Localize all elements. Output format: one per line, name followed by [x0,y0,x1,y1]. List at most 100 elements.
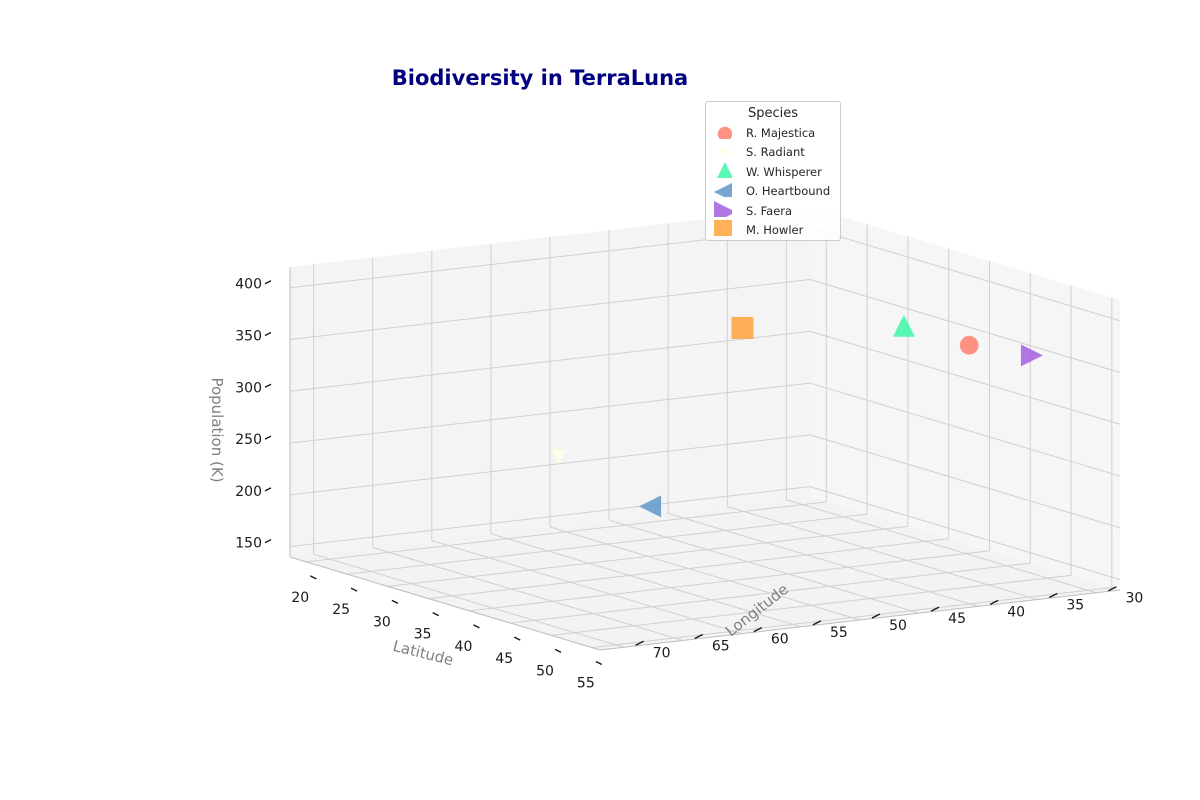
legend-marker-shape [720,148,730,159]
grid-line-z-back [809,330,1121,425]
y-tick [1108,586,1117,592]
y-tick [871,613,881,619]
legend-title: Species [747,106,799,121]
x-tick [595,660,603,666]
x-tick [391,599,399,604]
x-tick [350,587,358,592]
legend-marker-shape [714,200,732,217]
y-tick-label: 30 [1125,591,1143,607]
legend-marker-shape [717,161,732,178]
legend-label: S. Radiant [746,145,805,160]
grid-line-z-back [809,279,1121,373]
tick-labels: 20 25 30 35 40 45 50 55 30 35 40 45 50 55 60 65 70 150 200… [235,277,1143,692]
legend-marker [714,200,732,217]
grid-line-z-back [809,434,1121,529]
z-tick-label: 150 [235,536,262,552]
grid-line-z-left [289,330,811,392]
z-tick-label: 200 [235,484,262,500]
y-tick-label: 35 [1066,598,1084,614]
x-axis-line [289,556,601,651]
grid-line-z-left [289,486,811,548]
grid-lines [289,209,1121,649]
y-tick-label: 55 [830,625,848,641]
x-tick [432,611,439,617]
legend-marker-shape [714,183,732,198]
z-tick [264,487,272,492]
y-tick-label: 65 [712,638,730,654]
z-tick [264,383,272,388]
grid-line-y-floor [668,512,979,607]
x-tick-label: 50 [536,663,554,679]
y-tick-label: 70 [653,645,671,661]
y-tick [694,633,704,640]
tick-marks [264,280,1117,666]
legend-items: R. Majestica S. Radiant W. Whisperer O. Hea… [706,124,840,240]
y-tick-label: 45 [948,611,966,627]
point-r-majestica [959,335,979,355]
x-tick-label: 55 [577,676,595,692]
legend-label: O. Heartbound [746,184,831,199]
point-m-howler [731,316,754,339]
axis-lines [289,267,1121,651]
x-tick-label: 45 [495,651,513,667]
legend-marker [720,148,730,159]
z-tick [264,539,272,544]
grid-line-y-floor [549,526,861,621]
legend-marker-shape [717,126,732,139]
grid-line-y-floor [313,553,624,648]
legend-label: R. Majestica [746,126,816,140]
y-tick [1048,592,1058,599]
y-tick [989,599,999,605]
grid-line-z-back [809,486,1121,581]
z-tick [264,331,272,337]
grid-line-z-left [289,434,811,496]
y-tick [753,627,763,633]
y-tick [812,620,822,626]
point-s-faera [1020,344,1043,367]
legend-marker-shape [714,219,732,236]
grid-line-y-floor [608,519,920,614]
grid-line-z-left [289,279,811,340]
z-tick-label: 250 [235,432,262,448]
grid-line-y-floor [727,506,1038,601]
x-tick-label: 30 [373,614,391,630]
point-w-whisperer [892,314,915,337]
grid-line-z-back [809,382,1121,477]
x-tick [513,636,521,641]
legend-label: W. Whisperer [746,164,822,179]
grid-line-z-back [809,227,1121,322]
legend-marker [714,183,732,198]
legend-marker [714,219,732,236]
legend: Species R. Majestica S. Radiant W. Whisper… [705,101,841,241]
grid-line-y-floor [786,499,1097,594]
z-tick [264,435,272,440]
grid-line-y-floor [490,533,802,628]
point-s-radiant [552,449,566,464]
chart-title: Biodiversity in TerraLuna [391,66,689,90]
z-tick-label: 300 [235,380,262,396]
y-tick-label: 40 [1007,604,1025,620]
y-tick-label: 50 [889,618,907,634]
legend-label: S. Faera [746,203,793,218]
y-tick-label: 60 [771,632,789,648]
y-tick [635,640,644,646]
z-tick-label: 400 [235,277,262,293]
legend-item: S. Faera [706,200,840,221]
x-tick-label: 35 [414,627,432,643]
legend-item: O. Heartbound [706,182,840,201]
x-tick-label: 40 [455,639,473,655]
grid-line-y-floor [372,546,683,641]
grid-line-z-left [289,382,811,444]
x-tick-label: 25 [332,602,350,618]
legend-item: S. Radiant [706,143,840,162]
data-points [552,314,1043,518]
legend-marker [717,126,732,139]
y-tick [930,606,940,612]
point-o-heartbound [639,495,662,518]
x-tick [473,624,480,629]
z-axis-label: Population (K) [208,377,226,482]
y-axis-line [599,589,1121,651]
legend-marker [717,161,732,178]
grid-line-y-floor [431,540,742,635]
